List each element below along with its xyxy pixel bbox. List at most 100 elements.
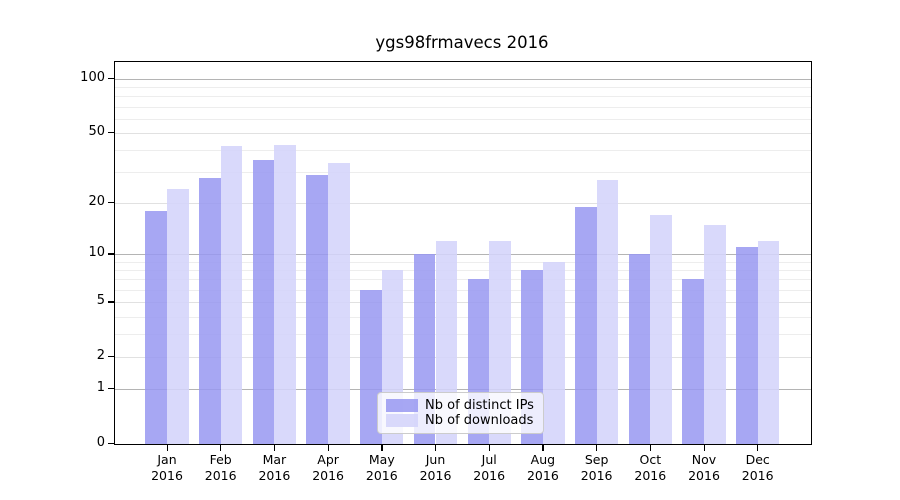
x-tick-label-year: 2016 (688, 467, 720, 483)
bar-distinct-ips-mar (252, 160, 275, 444)
x-tick-label-mar: Mar 2016 (246, 452, 302, 483)
y-tick-20 (108, 202, 114, 204)
x-tick-label-jan: Jan 2016 (139, 452, 195, 483)
x-tick-label-year: 2016 (526, 467, 559, 483)
gridline-minor-90 (115, 87, 811, 89)
gridline-minor-8 (115, 270, 811, 272)
x-tick-label-apr: Apr 2016 (300, 452, 356, 483)
bar-distinct-ips-dec (736, 247, 758, 444)
bar-distinct-ips-may (360, 290, 382, 444)
x-tick-label-year: 2016 (634, 467, 667, 483)
x-tick-label-month: Feb (209, 452, 232, 467)
gridline-minor-6 (115, 290, 811, 292)
x-tick-jan (166, 445, 168, 451)
gridline-minor-9 (115, 261, 811, 263)
x-tick-label-may: May 2016 (354, 452, 410, 483)
plot-area (114, 61, 812, 445)
legend: Nb of distinct IPs Nb of downloads (377, 392, 544, 434)
bar-downloads-oct (650, 215, 672, 444)
x-tick-apr (327, 445, 329, 451)
x-tick-dec (757, 445, 759, 451)
x-tick-aug (542, 445, 544, 451)
x-tick-label-month: Nov (691, 452, 717, 467)
y-tick-label-10: 10 (88, 245, 105, 261)
x-tick-feb (220, 445, 222, 451)
bar-downloads-aug (542, 261, 565, 444)
bar-distinct-ips-nov (682, 279, 704, 444)
x-tick-label-month: Mar (262, 452, 287, 467)
gridline-minor-60 (115, 118, 811, 120)
y-tick-100 (108, 77, 114, 80)
x-tick-label-nov: Nov 2016 (676, 452, 732, 483)
x-tick-jun (435, 445, 437, 451)
x-tick-label-jun: Jun 2016 (408, 452, 464, 483)
x-tick-may (381, 445, 383, 451)
bar-downloads-feb (220, 146, 243, 444)
y-tick-label-5: 5 (96, 293, 105, 309)
gridline-major-100 (115, 78, 811, 80)
gridline-minor-80 (115, 96, 811, 98)
y-tick-50 (108, 131, 114, 134)
y-tick-0 (108, 443, 114, 445)
x-tick-label-month: Jun (425, 452, 446, 467)
bar-distinct-ips-jan (145, 211, 167, 444)
x-tick-label-sep: Sep 2016 (569, 452, 625, 483)
bar-distinct-ips-apr (306, 174, 329, 444)
y-tick-label-100: 100 (80, 69, 105, 85)
gridline-minor-7 (115, 279, 811, 281)
x-tick-label-month: Aug (530, 452, 556, 467)
y-tick-5 (108, 301, 114, 303)
gridline-major-50 (115, 132, 811, 134)
x-tick-label-year: 2016 (312, 467, 344, 483)
x-tick-label-year: 2016 (580, 467, 613, 483)
gridline-minor-30 (115, 172, 811, 174)
x-tick-label-year: 2016 (151, 467, 183, 483)
x-tick-label-year: 2016 (741, 467, 774, 483)
y-tick-1 (108, 388, 114, 390)
x-tick-label-year: 2016 (419, 467, 452, 483)
x-tick-label-month: May (368, 452, 395, 467)
chart-title: ygs98frmavecs 2016 (375, 33, 549, 52)
x-tick-label-year: 2016 (365, 467, 398, 483)
legend-swatch-distinct-ips (386, 399, 418, 412)
bar-downloads-nov (704, 224, 726, 444)
legend-label-distinct-ips: Nb of distinct IPs (425, 398, 534, 413)
x-tick-label-month: Sep (584, 452, 609, 467)
y-tick-label-20: 20 (88, 194, 105, 210)
legend-label-downloads: Nb of downloads (425, 413, 534, 428)
bar-downloads-jan (167, 189, 189, 444)
legend-row-distinct-ips: Nb of distinct IPs (386, 398, 535, 413)
x-tick-label-feb: Feb 2016 (193, 452, 249, 483)
gridline-major-5 (115, 302, 811, 304)
x-tick-label-year: 2016 (204, 467, 237, 483)
x-tick-label-month: Apr (317, 452, 339, 467)
x-tick-label-month: Oct (639, 452, 662, 467)
bar-distinct-ips-sep (574, 206, 597, 444)
x-tick-label-month: Dec (745, 452, 770, 467)
gridline-minor-70 (115, 106, 811, 108)
gridline-major-2 (115, 357, 811, 359)
x-tick-label-month: Jul (481, 452, 497, 467)
gridline-minor-40 (115, 150, 811, 152)
legend-swatch-downloads (386, 414, 418, 427)
gridline-minor-4 (115, 316, 811, 318)
bar-distinct-ips-feb (199, 177, 221, 444)
y-tick-2 (108, 356, 114, 358)
y-tick-label-50: 50 (88, 123, 105, 139)
x-tick-label-dec: Dec 2016 (730, 452, 786, 483)
x-tick-label-aug: Aug 2016 (515, 452, 571, 483)
x-tick-mar (273, 445, 276, 451)
gridline-major-20 (115, 203, 811, 205)
y-tick-label-0: 0 (96, 435, 105, 450)
x-tick-label-year: 2016 (473, 467, 506, 483)
gridline-minor-3 (115, 334, 811, 336)
gridline-major-1 (115, 389, 811, 391)
gridline-major-10 (115, 254, 811, 256)
y-tick-label-2: 2 (96, 348, 105, 364)
x-tick-oct (649, 445, 652, 451)
legend-row-downloads: Nb of downloads (386, 413, 535, 428)
x-tick-sep (596, 445, 598, 451)
x-tick-label-year: 2016 (258, 467, 291, 483)
bar-downloads-mar (274, 144, 297, 444)
y-tick-10 (108, 253, 114, 255)
